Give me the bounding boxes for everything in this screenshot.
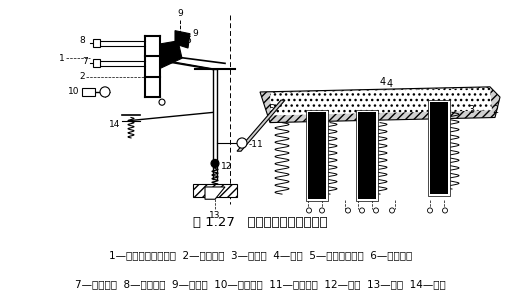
Circle shape bbox=[390, 208, 394, 213]
Polygon shape bbox=[270, 88, 492, 115]
Polygon shape bbox=[205, 187, 225, 199]
Text: 14: 14 bbox=[108, 120, 120, 129]
Text: 8: 8 bbox=[79, 36, 85, 45]
Circle shape bbox=[237, 138, 247, 148]
Circle shape bbox=[306, 208, 312, 213]
Bar bbox=[308, 112, 326, 199]
Circle shape bbox=[100, 87, 110, 97]
Circle shape bbox=[359, 208, 365, 213]
Polygon shape bbox=[175, 31, 190, 48]
FancyBboxPatch shape bbox=[82, 88, 95, 96]
FancyBboxPatch shape bbox=[93, 59, 100, 67]
Polygon shape bbox=[237, 100, 285, 151]
Circle shape bbox=[159, 99, 165, 105]
FancyBboxPatch shape bbox=[93, 39, 100, 47]
Polygon shape bbox=[260, 87, 500, 122]
Bar bbox=[358, 112, 376, 199]
Text: 9: 9 bbox=[192, 29, 198, 38]
Text: 4: 4 bbox=[387, 79, 393, 89]
Polygon shape bbox=[160, 41, 182, 69]
Circle shape bbox=[374, 208, 378, 213]
Text: 7: 7 bbox=[82, 57, 88, 66]
Circle shape bbox=[319, 208, 325, 213]
Bar bbox=[356, 110, 378, 201]
Text: 9: 9 bbox=[177, 10, 183, 18]
Bar bbox=[430, 102, 448, 194]
Text: 4: 4 bbox=[380, 77, 386, 87]
Bar bbox=[428, 100, 450, 196]
Text: 2: 2 bbox=[79, 72, 85, 81]
Text: 1—双金属片固定支点  2—双金属片  3—热元件  4—导板  5—补偿双金属片  6—常闭触点: 1—双金属片固定支点 2—双金属片 3—热元件 4—导板 5—补偿双金属片 6—… bbox=[109, 250, 412, 260]
Text: 10: 10 bbox=[68, 87, 79, 97]
Bar bbox=[306, 110, 328, 201]
Circle shape bbox=[428, 208, 432, 213]
Text: 图 1.27   热继电器的结构原理图: 图 1.27 热继电器的结构原理图 bbox=[193, 215, 328, 229]
Text: 1: 1 bbox=[59, 54, 65, 63]
Text: -11: -11 bbox=[249, 139, 264, 149]
Text: 13: 13 bbox=[209, 212, 221, 221]
Text: 7—常开触点  8—复位螺钉  9—动触点  10—复位按钮  11—调节旋钮  12—支撑  13—压簧  14—推杆: 7—常开触点 8—复位螺钉 9—动触点 10—复位按钮 11—调节旋钮 12—支… bbox=[75, 280, 446, 290]
Text: 6: 6 bbox=[185, 36, 191, 45]
Circle shape bbox=[345, 208, 351, 213]
Text: 12: 12 bbox=[221, 162, 232, 171]
Text: 3: 3 bbox=[468, 105, 474, 115]
Text: 5: 5 bbox=[268, 104, 274, 114]
Text: 2: 2 bbox=[492, 105, 498, 115]
Circle shape bbox=[211, 159, 219, 167]
Circle shape bbox=[442, 208, 448, 213]
Polygon shape bbox=[193, 184, 237, 197]
